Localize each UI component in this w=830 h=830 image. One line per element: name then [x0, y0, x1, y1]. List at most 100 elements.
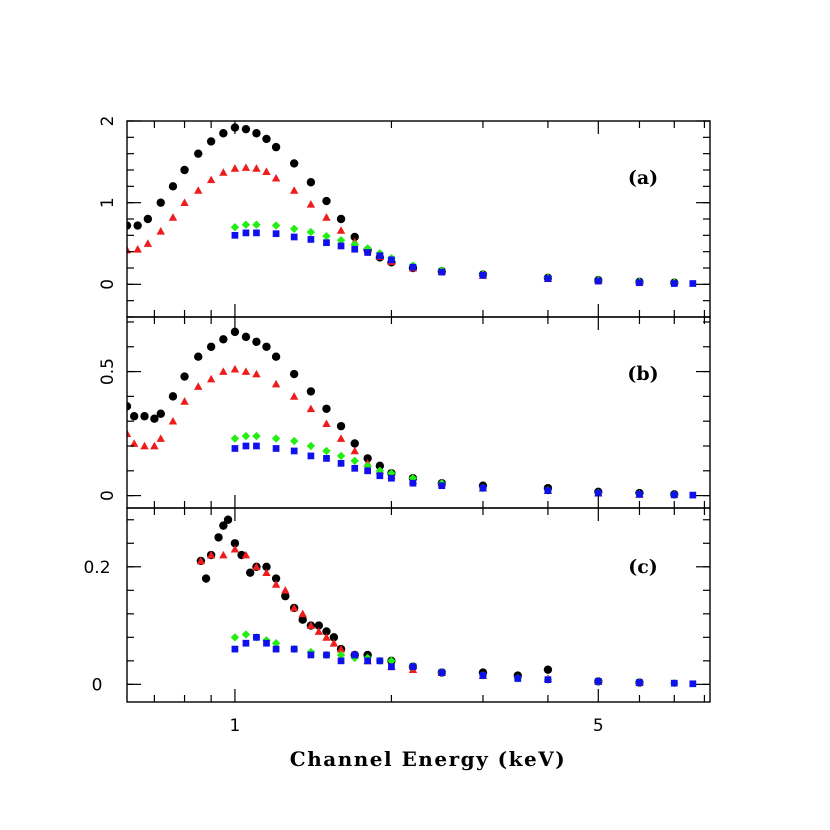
data-point	[262, 562, 271, 571]
data-point	[290, 447, 298, 455]
data-point	[306, 441, 316, 451]
data-point	[231, 645, 239, 653]
data-point	[241, 124, 251, 134]
data-point	[289, 159, 299, 168]
data-point	[306, 621, 316, 629]
data-point	[322, 633, 331, 641]
data-point	[252, 337, 261, 347]
data-point	[129, 412, 139, 421]
data-point	[479, 484, 487, 492]
data-point	[143, 239, 153, 247]
data-point	[314, 627, 324, 635]
data-point	[322, 419, 331, 428]
y-tick-label: 0	[92, 675, 103, 695]
data-point	[156, 409, 165, 418]
data-point	[230, 164, 240, 172]
data-point	[223, 515, 233, 524]
data-point	[388, 663, 395, 671]
data-point	[670, 679, 678, 687]
panel-label: (a)	[628, 167, 658, 189]
data-point	[180, 397, 189, 405]
data-point	[351, 464, 359, 472]
data-point	[241, 367, 251, 375]
data-point	[230, 434, 240, 443]
series-group	[127, 123, 697, 287]
panel-label: (b)	[627, 363, 658, 385]
data-point	[636, 679, 643, 686]
data-point	[127, 429, 132, 437]
data-point	[689, 491, 697, 499]
data-point	[246, 568, 255, 577]
data-point	[156, 198, 165, 207]
data-point	[289, 603, 299, 612]
data-point	[262, 342, 271, 351]
data-point	[214, 533, 223, 542]
data-point	[306, 227, 316, 237]
data-point	[272, 445, 280, 452]
series-blue	[231, 442, 697, 499]
data-point	[298, 609, 307, 618]
x-tick-label: 1	[230, 716, 241, 736]
data-point	[194, 149, 203, 158]
data-point	[322, 404, 331, 413]
data-point	[133, 245, 142, 253]
data-point	[336, 644, 346, 653]
data-point	[242, 229, 250, 237]
data-point	[241, 332, 251, 342]
data-point	[336, 434, 346, 442]
data-point	[241, 550, 251, 559]
data-point	[143, 214, 153, 224]
data-point	[271, 142, 281, 152]
series-green	[230, 630, 679, 688]
data-point	[544, 275, 552, 282]
y-tick-label: 0	[98, 279, 118, 290]
panels-group: 0 1 2 (a) 0 0.5 (b) 0 0.2 (c) 1 5	[83, 116, 711, 736]
data-point	[150, 414, 159, 423]
data-point	[196, 556, 206, 565]
y-tick-label: 0	[98, 490, 118, 501]
y-tick-label: 1	[98, 197, 118, 208]
data-point	[231, 231, 239, 239]
data-point	[219, 168, 228, 176]
series-black	[127, 327, 679, 499]
data-point	[271, 434, 281, 443]
data-point	[194, 352, 203, 361]
data-point	[350, 439, 359, 448]
data-point	[306, 404, 316, 413]
data-point	[307, 236, 315, 243]
data-point	[306, 178, 316, 187]
data-point	[322, 196, 331, 206]
data-point	[252, 220, 261, 229]
data-point	[271, 173, 281, 182]
data-point	[168, 182, 178, 191]
data-point	[263, 639, 270, 647]
data-point	[388, 474, 395, 482]
data-point	[438, 268, 446, 276]
data-point	[322, 627, 331, 636]
data-point	[336, 236, 346, 245]
data-point	[201, 574, 211, 583]
data-point	[388, 256, 395, 264]
data-point	[194, 382, 203, 390]
panel-c: 0 0.2 (c)	[83, 507, 711, 703]
data-point	[329, 633, 339, 642]
data-point	[438, 482, 446, 490]
data-point	[479, 271, 487, 279]
data-point	[168, 416, 178, 425]
data-point	[336, 650, 346, 660]
data-point	[230, 544, 240, 553]
data-point	[206, 137, 216, 146]
data-point	[375, 461, 385, 471]
data-point	[180, 372, 189, 381]
data-point	[376, 472, 384, 480]
y-tick-label: 0.5	[98, 358, 118, 385]
series-blue	[231, 633, 697, 688]
data-point	[364, 657, 372, 665]
data-point	[262, 167, 271, 175]
data-point	[242, 639, 250, 647]
data-point	[298, 615, 307, 624]
data-point	[306, 200, 316, 208]
data-point	[670, 491, 678, 499]
data-point	[594, 277, 602, 285]
data-point	[336, 226, 346, 234]
